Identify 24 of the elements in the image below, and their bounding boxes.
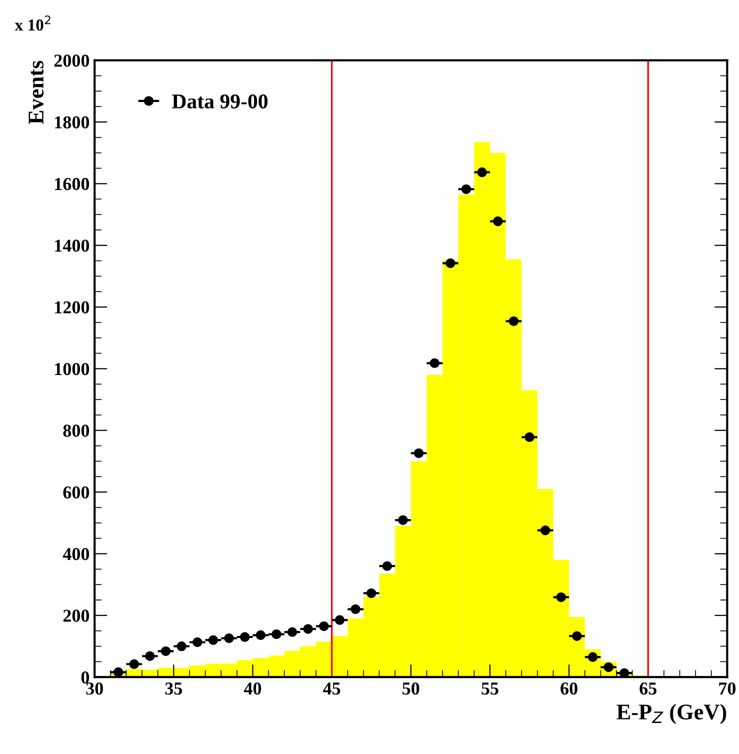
- x-tick-label: 50: [402, 682, 420, 695]
- y-tick-label: 1200: [55, 301, 90, 314]
- y-tick-label: 800: [63, 424, 90, 437]
- y-tick-label: 600: [63, 486, 90, 499]
- y-tick-label: 0: [81, 671, 90, 684]
- x-tick-label: 40: [244, 682, 262, 695]
- y-tick-label: 1800: [55, 116, 90, 128]
- x-tick-label: 70: [719, 682, 736, 695]
- x-tick-label: 65: [640, 682, 656, 695]
- legend-label: Data 99-00: [172, 94, 268, 108]
- text: x 10$^{2}$: [14, 15, 50, 31]
- y-tick-label: 1400: [55, 240, 90, 252]
- y-tick-label: 1600: [55, 178, 90, 190]
- x-tick-label: 55: [482, 682, 498, 695]
- x-tick-label: 30: [86, 682, 103, 695]
- y-tick-label: 1000: [55, 362, 90, 376]
- x-tick-label: 45: [323, 682, 340, 695]
- y-tick-label: 2000: [54, 54, 90, 67]
- y-tick-label: 200: [63, 610, 90, 622]
- x-axis-title: E-P$_{Z}$ (GeV): [616, 704, 726, 724]
- y-tick-label: 400: [62, 548, 90, 560]
- y-axis-title: Events: [28, 60, 44, 124]
- x-tick-label: 35: [165, 682, 182, 695]
- x-tick-label: 60: [560, 682, 578, 695]
